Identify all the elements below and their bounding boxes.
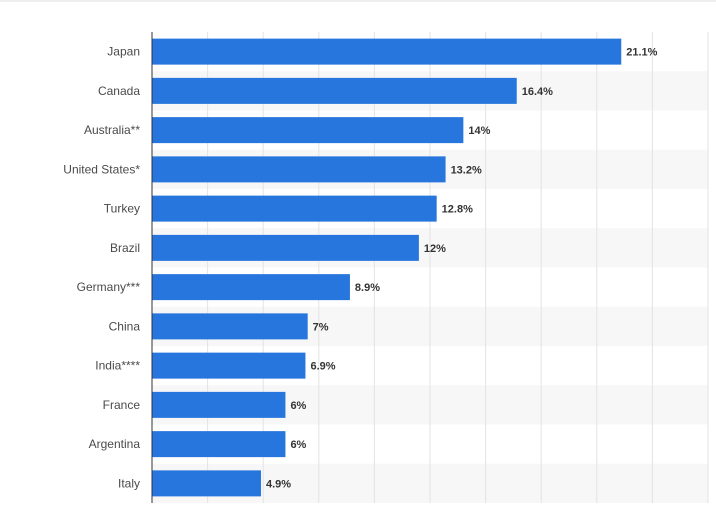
- bar: [152, 274, 350, 301]
- category-label: India****: [95, 359, 140, 373]
- category-label: Brazil: [110, 241, 140, 255]
- category-label: France: [103, 398, 141, 412]
- bar: [152, 77, 517, 104]
- category-label: Argentina: [89, 437, 141, 451]
- bar: [152, 313, 308, 340]
- category-label: Australia**: [84, 123, 140, 137]
- bar: [152, 470, 261, 497]
- category-labels: Japan Canada Australia** United States* Turk…: [63, 45, 140, 491]
- bar: [152, 117, 464, 144]
- value-label: 13.2%: [451, 164, 482, 176]
- value-label: 7%: [313, 321, 329, 333]
- value-label: 4.9%: [266, 478, 291, 490]
- value-label: 6.9%: [310, 361, 335, 373]
- bar: [152, 352, 306, 379]
- category-label: United States*: [63, 162, 140, 176]
- value-label: 6%: [290, 439, 306, 451]
- bar: [152, 38, 622, 65]
- bar: [152, 156, 446, 183]
- value-label: 16.4%: [522, 86, 553, 98]
- value-label: 21.1%: [626, 47, 657, 59]
- bar: [152, 234, 419, 261]
- value-label: 14%: [468, 125, 490, 137]
- bar: [152, 431, 286, 458]
- category-label: Japan: [107, 45, 140, 59]
- category-label: Italy: [118, 476, 140, 490]
- value-label: 6%: [290, 400, 306, 412]
- value-label: 12%: [424, 243, 446, 255]
- bar: [152, 391, 286, 418]
- category-label: Germany***: [77, 280, 141, 294]
- bars: [152, 38, 622, 497]
- category-label: Turkey: [104, 202, 140, 216]
- value-labels: 21.1% 16.4% 14% 13.2% 12.8% 12% 8.9% 7% 6.9% 6% 6%…: [266, 47, 658, 491]
- bar: [152, 195, 437, 222]
- category-label: China: [109, 319, 141, 333]
- value-label: 8.9%: [355, 282, 380, 294]
- gridlines: [207, 32, 709, 503]
- category-label: Canada: [98, 84, 140, 98]
- value-label: 12.8%: [442, 204, 473, 216]
